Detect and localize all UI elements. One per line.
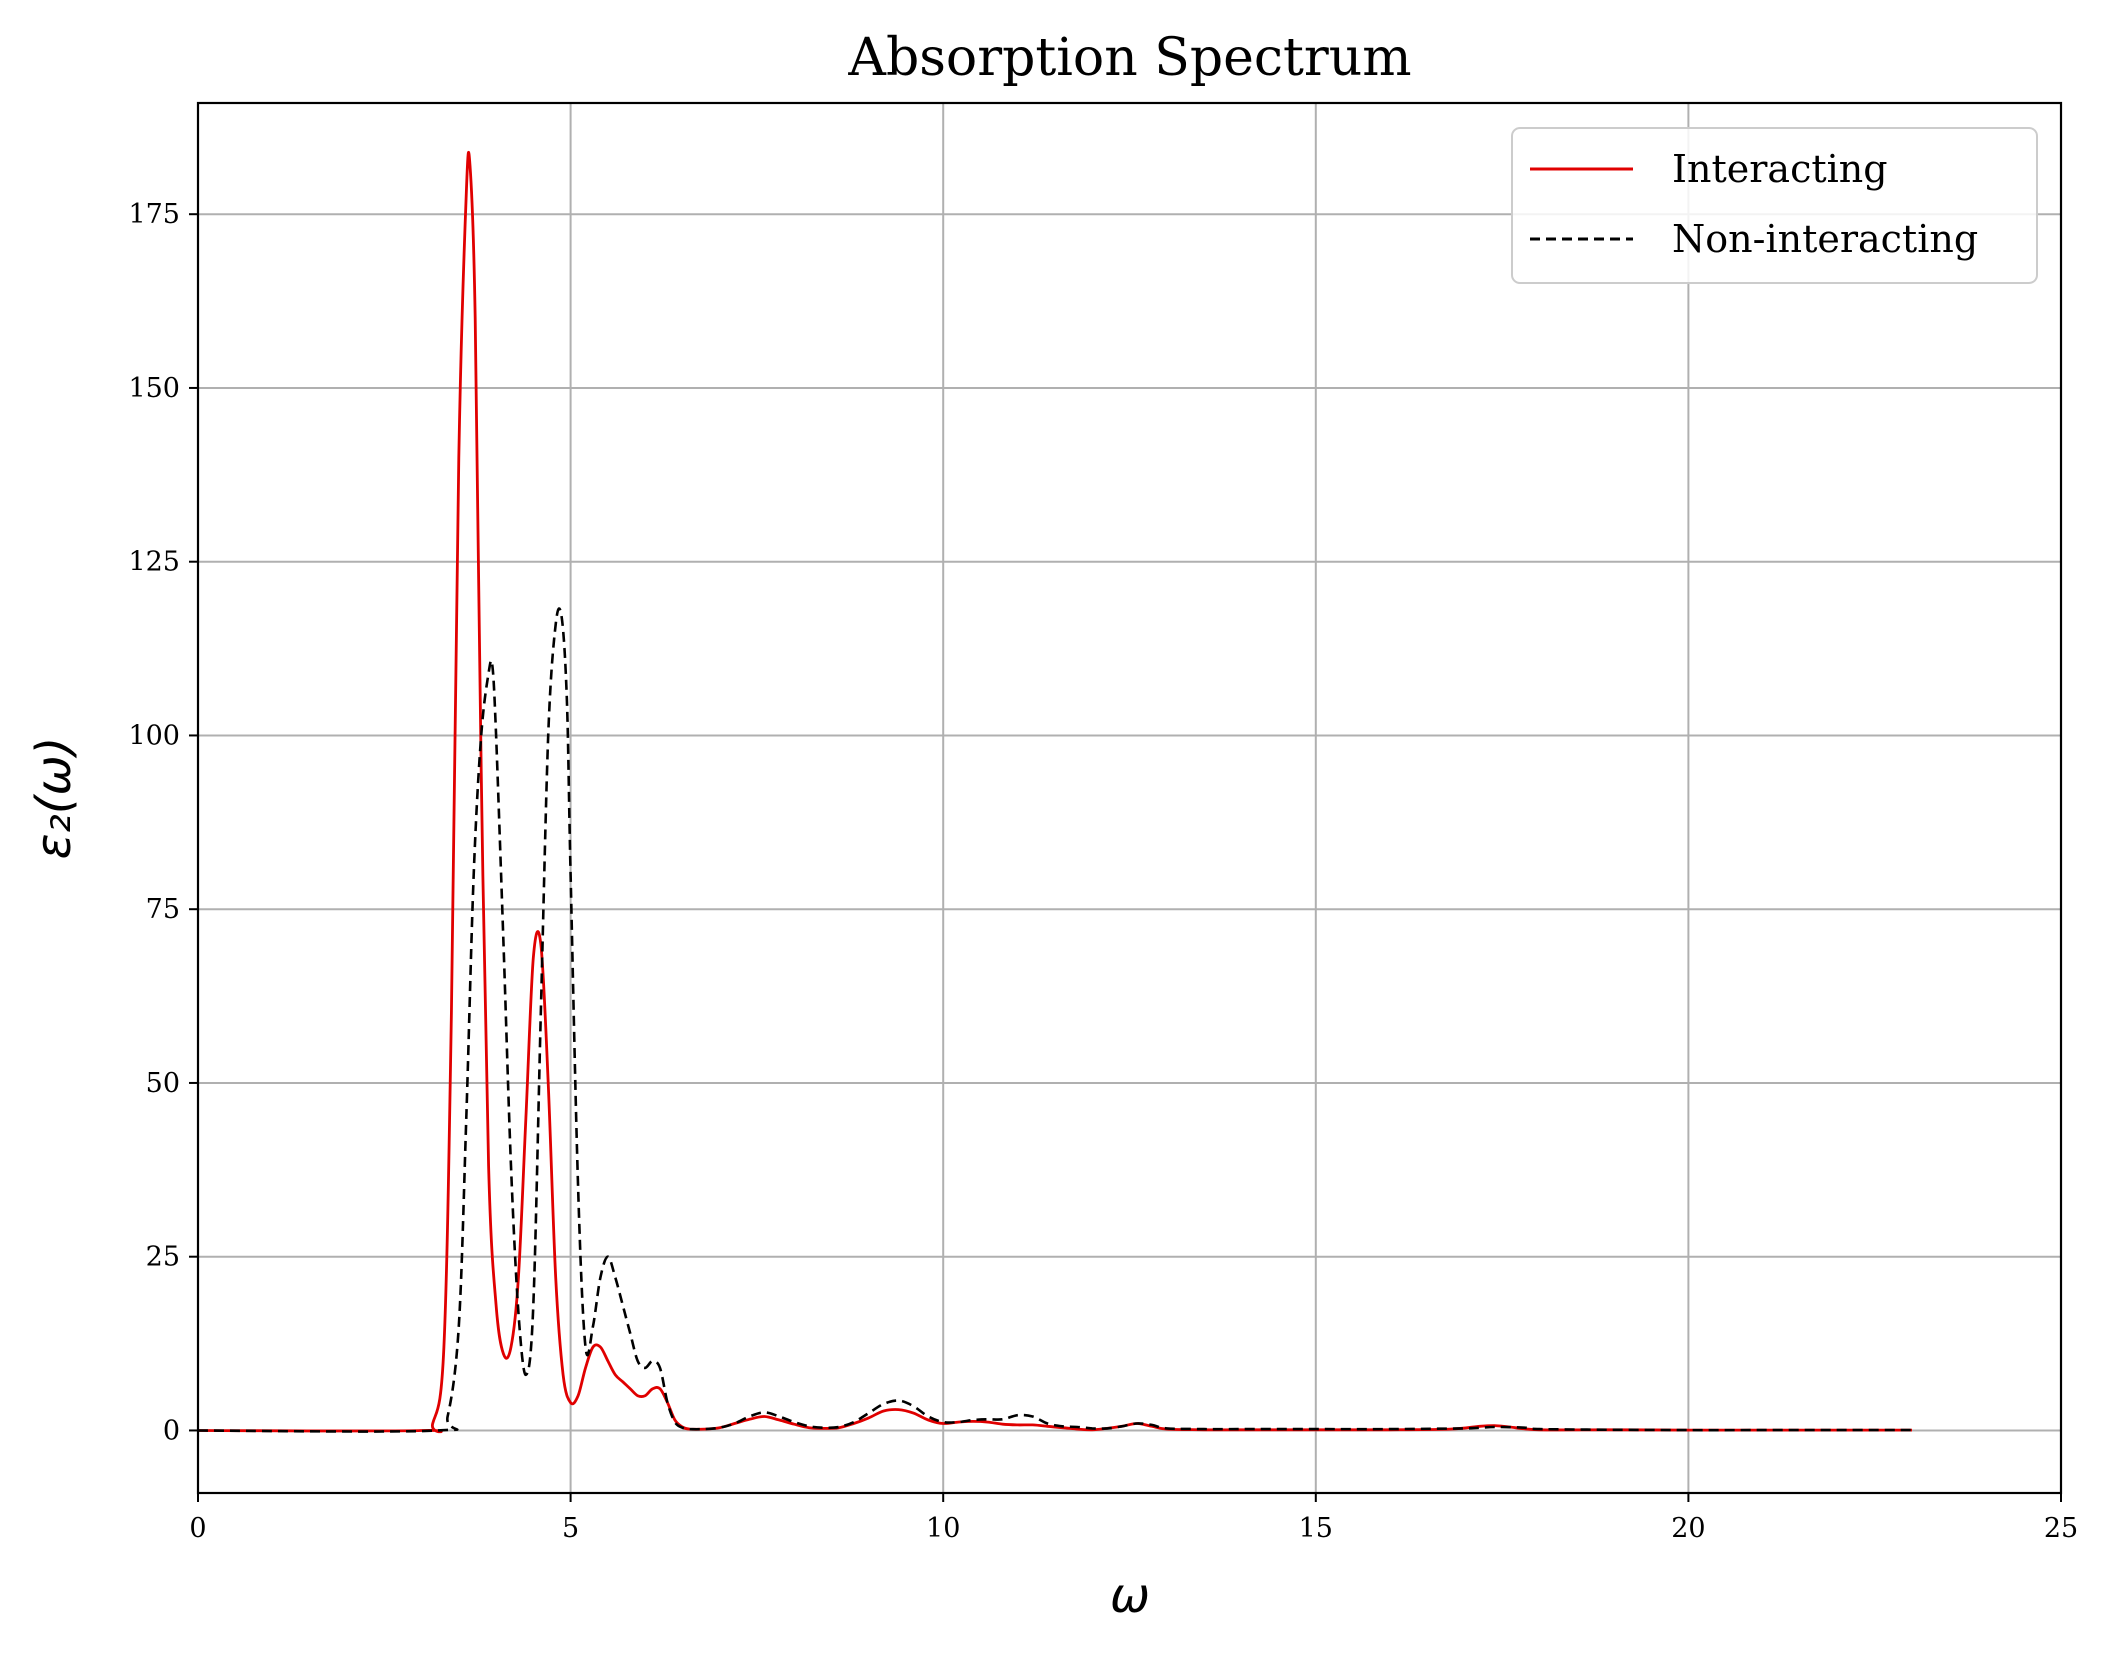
series-lines — [197, 151, 1912, 1434]
legend-label-1: Non-interacting — [1672, 217, 1978, 261]
y-tick-label-1: 25 — [146, 1242, 180, 1273]
series-line-non-interacting — [197, 607, 1912, 1433]
x-axis-label: ω — [1110, 1568, 1150, 1624]
axis-ticks: 0 5 10 15 20 25 0 25 50 75 100 125 150 175 — [128, 199, 2078, 1544]
y-tick-label-5: 125 — [128, 547, 180, 578]
y-tick-label-0: 0 — [163, 1415, 180, 1446]
legend-box — [1511, 127, 2038, 284]
x-tick-label-5: 25 — [2044, 1513, 2078, 1544]
y-tick-label-7: 175 — [128, 199, 180, 230]
x-tick-label-1: 5 — [562, 1513, 579, 1544]
plot-area-frame — [196, 101, 2063, 1495]
series-line-interacting — [197, 151, 1912, 1434]
x-tick-label-3: 15 — [1299, 1513, 1333, 1544]
y-tick-label-4: 100 — [128, 720, 180, 751]
grid-lines — [198, 103, 2061, 1493]
y-tick-label-6: 150 — [128, 373, 180, 404]
chart-title: Absorption Spectrum — [847, 28, 1411, 88]
x-tick-label-2: 10 — [926, 1513, 960, 1544]
y-tick-label-3: 75 — [146, 894, 180, 925]
y-axis-label: ε₂(ω) — [26, 737, 82, 860]
x-tick-label-0: 0 — [189, 1513, 206, 1544]
y-tick-label-2: 50 — [146, 1068, 180, 1099]
legend: Interacting Non-interacting — [1511, 127, 2038, 284]
legend-label-0: Interacting — [1672, 147, 1888, 191]
x-tick-label-4: 20 — [1671, 1513, 1705, 1544]
